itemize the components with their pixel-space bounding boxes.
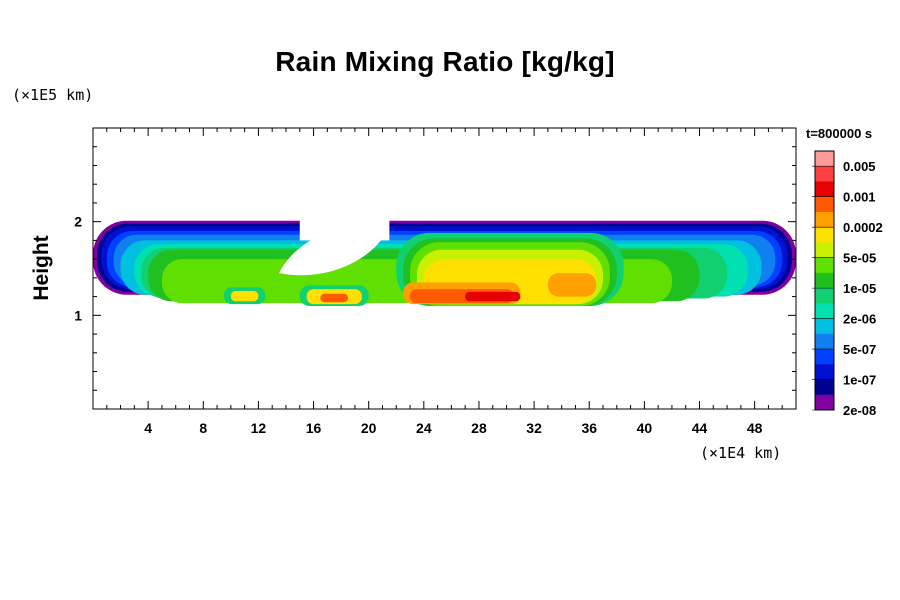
x-tick-label: 12 bbox=[251, 420, 267, 436]
colorbar-swatch bbox=[815, 181, 834, 198]
y-tick-label: 2 bbox=[74, 214, 82, 230]
y-unit-label: (×1E5 km) bbox=[12, 86, 94, 104]
colorbar-swatch bbox=[815, 318, 834, 335]
time-label: t=800000 s bbox=[806, 126, 872, 141]
y-axis-label: Height bbox=[30, 235, 53, 300]
colorbar-label: 5e-05 bbox=[843, 251, 876, 266]
rain-field bbox=[93, 216, 796, 306]
colorbar-label: 1e-07 bbox=[843, 373, 876, 388]
x-tick-label: 32 bbox=[526, 420, 542, 436]
colorbar-swatch bbox=[815, 211, 834, 228]
colorbar-label: 0.0002 bbox=[843, 220, 883, 235]
x-tick-label: 16 bbox=[306, 420, 322, 436]
rain-contour bbox=[465, 291, 521, 302]
rain-contour bbox=[547, 273, 597, 297]
colorbar-swatch bbox=[815, 288, 834, 304]
colorbar-swatch bbox=[815, 151, 834, 167]
colorbar: 0.005 0.001 0.0002 5e-05 1e-05 2e-06 5e-07 1e-0… bbox=[812, 150, 883, 418]
colorbar-swatch bbox=[815, 303, 834, 320]
x-tick-label: 24 bbox=[416, 420, 432, 436]
colorbar-swatch bbox=[815, 227, 834, 243]
colorbar-label: 0.005 bbox=[843, 159, 876, 174]
colorbar-label: 2e-08 bbox=[843, 403, 876, 418]
colorbar-swatch bbox=[815, 166, 834, 182]
chart-title: Rain Mixing Ratio [kg/kg] bbox=[275, 46, 615, 77]
x-tick-label: 36 bbox=[581, 420, 597, 436]
colorbar-swatch bbox=[815, 379, 834, 396]
colorbar-swatch bbox=[815, 394, 834, 411]
x-unit-label: (×1E4 km) bbox=[700, 444, 782, 462]
clear-gap-top bbox=[299, 216, 390, 241]
rain-contour bbox=[230, 290, 259, 302]
colorbar-swatch bbox=[815, 257, 834, 274]
colorbar-swatch bbox=[815, 364, 834, 381]
colorbar-swatch bbox=[815, 196, 834, 213]
colorbar-swatch bbox=[815, 272, 834, 289]
colorbar-swatch bbox=[815, 349, 834, 365]
colorbar-label: 2e-06 bbox=[843, 312, 876, 327]
colorbar-label: 5e-07 bbox=[843, 342, 876, 357]
colorbar-label: 1e-05 bbox=[843, 281, 876, 296]
x-tick-label: 40 bbox=[637, 420, 653, 436]
x-tick-label: 4 bbox=[144, 420, 152, 436]
x-tick-label: 8 bbox=[199, 420, 207, 436]
rain-contour bbox=[320, 293, 349, 303]
colorbar-swatch bbox=[815, 333, 834, 350]
colorbar-label: 0.001 bbox=[843, 190, 876, 205]
colorbar-swatch bbox=[815, 242, 834, 259]
plot-frame bbox=[92, 127, 797, 410]
x-tick-label: 48 bbox=[747, 420, 763, 436]
x-tick-label: 20 bbox=[361, 420, 377, 436]
y-tick-label: 1 bbox=[74, 307, 82, 323]
x-tick-label: 44 bbox=[692, 420, 708, 436]
x-tick-label: 28 bbox=[471, 420, 487, 436]
